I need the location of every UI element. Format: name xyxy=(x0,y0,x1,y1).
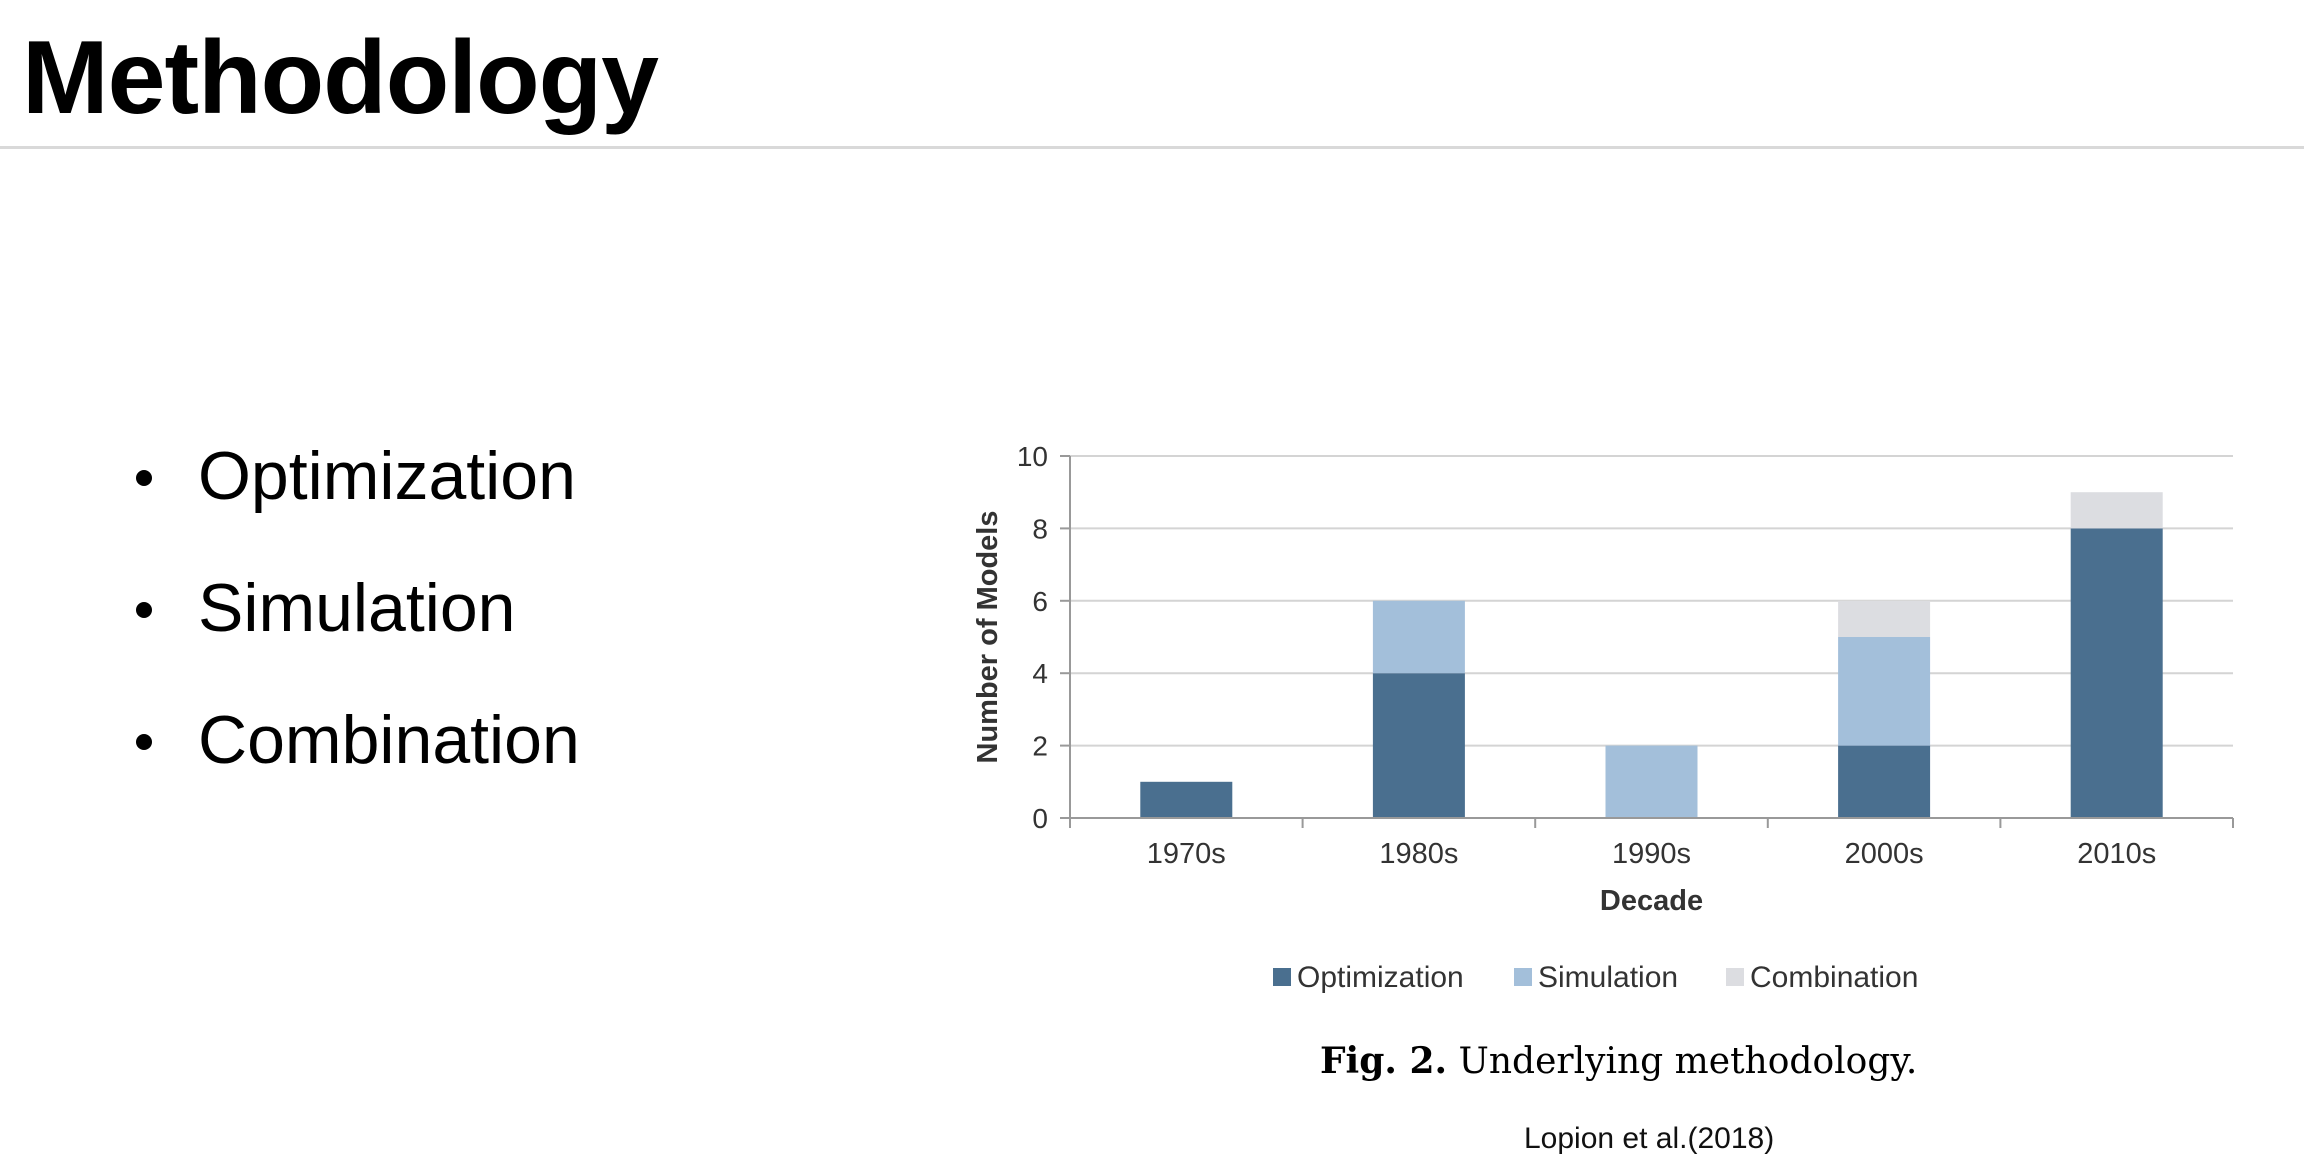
y-tick-label: 4 xyxy=(1032,658,1048,689)
figure-caption-text: Underlying methodology. xyxy=(1458,1041,1918,1082)
y-tick-label: 2 xyxy=(1032,731,1048,762)
bullet-item: Simulation xyxy=(130,542,580,674)
bullet-text: Simulation xyxy=(198,570,516,646)
y-tick-label: 0 xyxy=(1032,803,1048,834)
bullet-list: Optimization Simulation Combination xyxy=(130,410,580,806)
bar-combination-2010s xyxy=(2070,492,2163,529)
legend: Optimization Simulation Combination xyxy=(1273,961,1918,994)
source-credit: Lopion et al.(2018) xyxy=(1524,1122,1775,1155)
bar-simulation-1980s xyxy=(1372,600,1465,674)
legend-label: Simulation xyxy=(1538,961,1678,994)
figure-caption: Fig. 2. Underlying methodology. xyxy=(1320,1040,1917,1082)
legend-swatch-combination xyxy=(1726,968,1744,986)
x-tick-label: 2010s xyxy=(2077,838,2156,870)
y-tick-label: 6 xyxy=(1032,586,1048,617)
axis-labels: Decade Number of Models xyxy=(972,511,1703,917)
slide-title: Methodology xyxy=(22,20,659,136)
legend-swatch-simulation xyxy=(1514,968,1532,986)
bullet-dot-icon xyxy=(136,602,152,618)
bar-simulation-2000s xyxy=(1838,637,1931,746)
y-tick-label: 10 xyxy=(1017,441,1048,472)
bar-optimization-1980s xyxy=(1372,673,1465,818)
legend-label: Combination xyxy=(1750,961,1918,994)
bullet-item: Optimization xyxy=(130,410,580,542)
x-axis-title: Decade xyxy=(1600,885,1703,917)
bullet-text: Optimization xyxy=(198,438,576,514)
x-tick-label: 2000s xyxy=(1845,838,1924,870)
x-tick-label: 1980s xyxy=(1379,838,1458,870)
bullet-dot-icon xyxy=(136,734,152,750)
title-divider xyxy=(0,146,2304,149)
legend-swatch-optimization xyxy=(1273,968,1291,986)
x-tick-label: 1970s xyxy=(1147,838,1226,870)
bullet-text: Combination xyxy=(198,702,580,778)
bar-optimization-2010s xyxy=(2070,528,2163,818)
axes: 0 2 4 6 8 10 1970s 1980s 1990s 2000s 2010s xyxy=(1017,441,2234,870)
bar-combination-2000s xyxy=(1838,600,1931,637)
y-axis-title: Number of Models xyxy=(972,511,1004,764)
bullet-dot-icon xyxy=(136,470,152,486)
bar-optimization-2000s xyxy=(1838,745,1931,818)
bar-simulation-1990s xyxy=(1605,745,1698,818)
stacked-bar-chart: 0 2 4 6 8 10 1970s 1980s 1990s 2000s 2010s Decade … xyxy=(972,441,2234,994)
bullet-item: Combination xyxy=(130,674,580,806)
gridlines xyxy=(1070,455,2233,747)
legend-label: Optimization xyxy=(1297,961,1464,994)
bar-optimization-1970s xyxy=(1140,781,1233,818)
figure-caption-label: Fig. 2. xyxy=(1320,1040,1448,1082)
bars xyxy=(1140,492,2163,818)
y-tick-label: 8 xyxy=(1032,513,1048,544)
x-tick-label: 1990s xyxy=(1612,838,1691,870)
